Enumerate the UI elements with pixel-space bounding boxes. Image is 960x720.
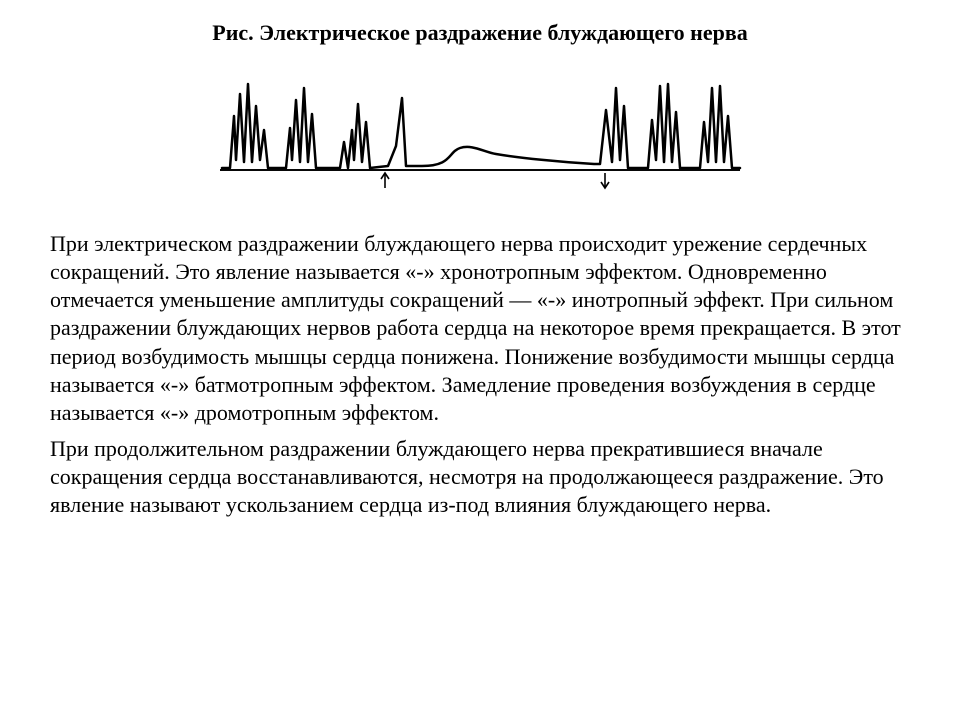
- paragraph-1: При электрическом раздражении блуждающег…: [50, 230, 910, 427]
- cardiogram-trace: [222, 84, 740, 168]
- stimulation-end-arrow: [601, 173, 609, 188]
- stimulation-start-arrow: [381, 173, 389, 188]
- vagus-stimulation-trace: [200, 70, 760, 190]
- paragraph-2: При продолжительном раздражении блуждающ…: [50, 435, 910, 519]
- page: Рис. Электрическое раздражение блуждающе…: [0, 0, 960, 548]
- figure-title: Рис. Электрическое раздражение блуждающе…: [50, 20, 910, 46]
